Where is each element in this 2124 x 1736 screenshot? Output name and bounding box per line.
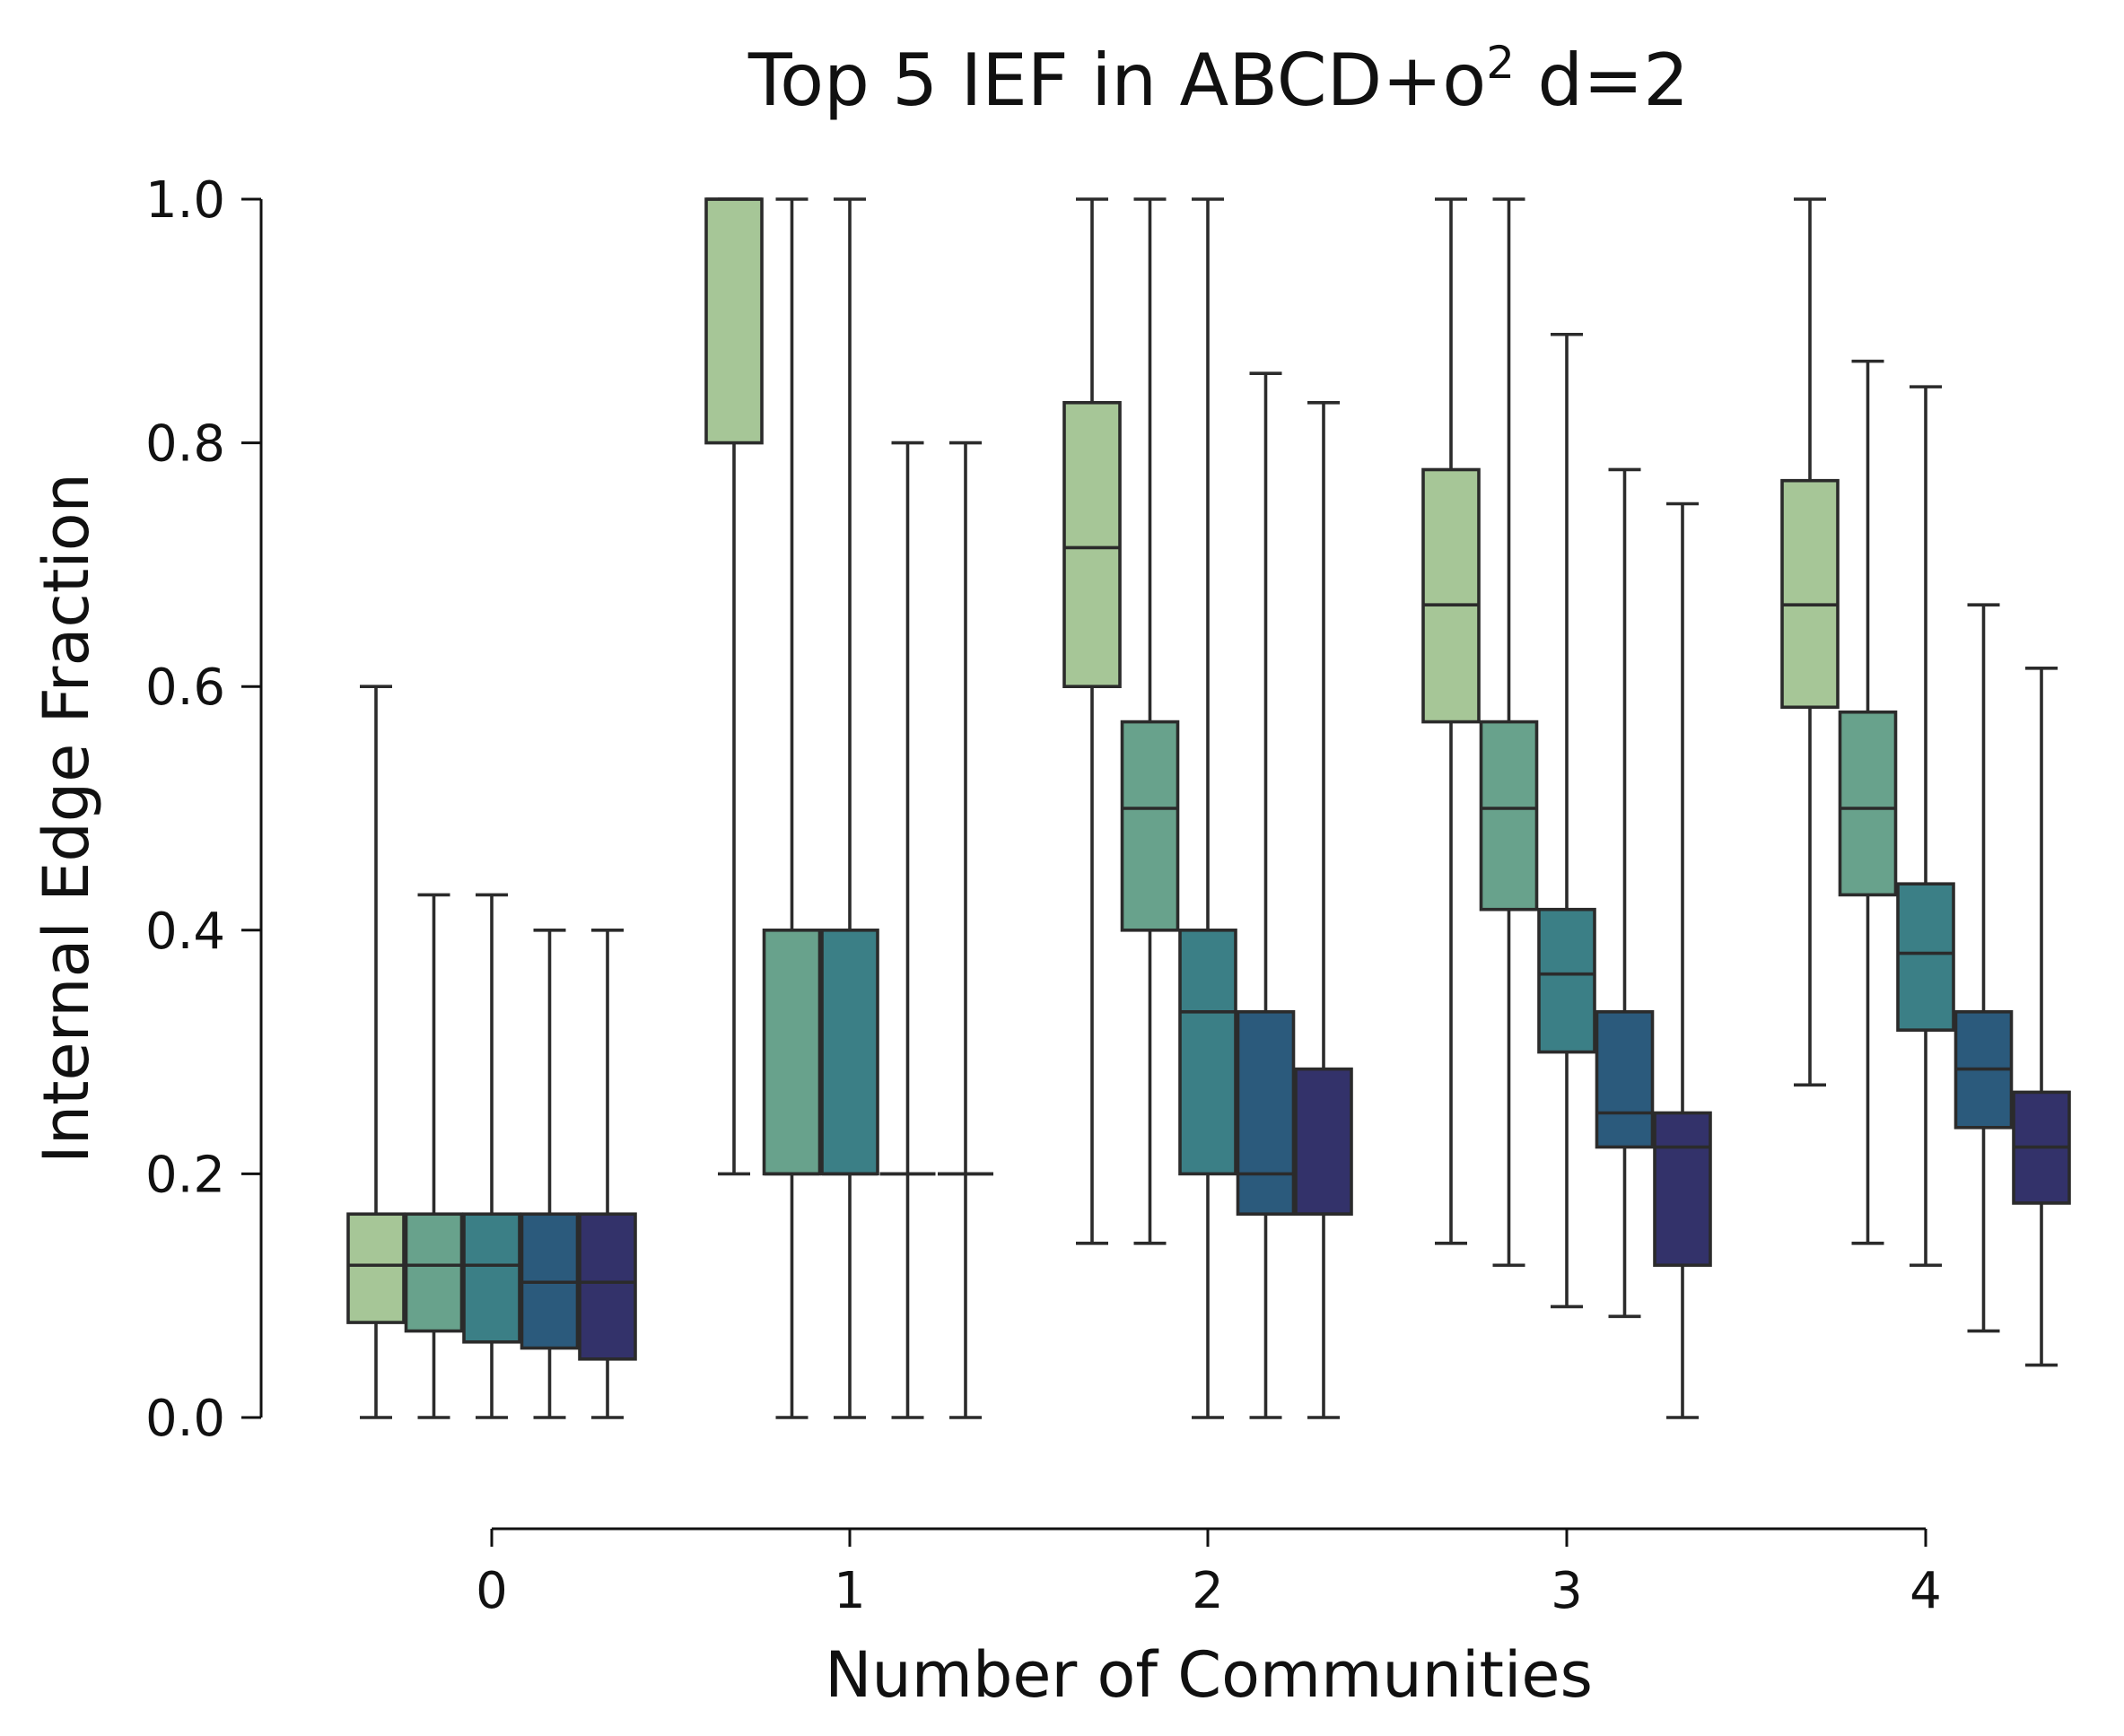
box-plot-item	[1421, 197, 1481, 1245]
iqr-box	[1780, 478, 1840, 710]
iqr-box	[1120, 720, 1180, 932]
box-plot-item	[704, 197, 764, 1176]
box-plot-item	[820, 197, 879, 1419]
chart-title-suffix: d=2	[1515, 39, 1689, 122]
box-group-1	[704, 197, 993, 1419]
y-tick-label: 0.8	[145, 415, 225, 474]
box-plot-item	[762, 197, 822, 1419]
iqr-box	[1479, 720, 1539, 912]
y-tick-label: 0.2	[145, 1146, 225, 1204]
iqr-box	[462, 1212, 521, 1344]
chart-title-main: Top 5 IEF in ABCD+o	[747, 39, 1486, 122]
y-tick-label: 0.0	[145, 1390, 225, 1448]
box-group-3	[1421, 197, 1712, 1419]
x-tick-label: 1	[834, 1562, 866, 1620]
x-axis-label: Number of Communities	[825, 1638, 1593, 1712]
box-plot-item	[1653, 502, 1712, 1419]
x-axis: 0 1 2 3 4	[476, 1527, 1942, 1620]
iqr-box	[1294, 1067, 1353, 1217]
iqr-box	[578, 1212, 637, 1361]
box-plot-item	[1120, 197, 1180, 1245]
x-tick-label: 4	[1910, 1562, 1942, 1620]
box-plot-item	[1178, 197, 1237, 1419]
box-plot-item	[462, 893, 521, 1419]
iqr-box	[762, 929, 822, 1176]
iqr-box	[1062, 400, 1122, 689]
box-groups	[346, 197, 2071, 1419]
chart-title: Top 5 IEF in ABCD+o2 d=2	[747, 37, 1689, 122]
box-plot-item	[578, 929, 637, 1419]
box-plot-item	[346, 685, 406, 1419]
box-plot-item	[938, 441, 993, 1419]
x-tick-label: 2	[1192, 1562, 1224, 1620]
box-group-2	[1062, 197, 1353, 1419]
iqr-box	[704, 197, 764, 445]
iqr-box	[1421, 467, 1481, 724]
iqr-box	[1653, 1111, 1712, 1268]
box-plot-item	[404, 893, 464, 1419]
iqr-box	[1537, 907, 1596, 1054]
y-tick-label: 0.6	[145, 659, 225, 717]
box-plot-item	[1294, 400, 1353, 1419]
iqr-box	[820, 929, 879, 1176]
box-plot-item	[879, 441, 936, 1419]
iqr-box	[1236, 1009, 1296, 1217]
box-plot-item	[1537, 332, 1596, 1309]
y-axis: 0.0 0.2 0.4 0.6 0.8 1.0	[145, 171, 263, 1448]
box-plot-item	[1896, 385, 1955, 1268]
iqr-box	[1178, 929, 1237, 1176]
x-tick-label: 0	[476, 1562, 508, 1620]
box-group-4	[1780, 197, 2071, 1367]
box-plot-item	[1062, 197, 1122, 1245]
box-plot-item	[1838, 359, 1898, 1245]
box-plot-item	[2012, 667, 2071, 1367]
box-plot-item	[520, 929, 580, 1419]
iqr-box	[1896, 882, 1955, 1032]
box-group-0	[346, 685, 637, 1419]
box-plot-item	[1780, 197, 1840, 1087]
box-plot-item	[1479, 197, 1539, 1268]
y-axis-label: Internal Edge Fraction	[30, 473, 103, 1164]
iqr-box	[404, 1212, 464, 1333]
y-tick-label: 0.4	[145, 903, 225, 961]
box-plot-item	[1595, 467, 1655, 1319]
iqr-box	[346, 1212, 406, 1324]
iqr-box	[1595, 1009, 1655, 1149]
y-tick-label: 1.0	[145, 171, 225, 230]
chart-title-superscript: 2	[1486, 37, 1515, 89]
x-tick-label: 3	[1551, 1562, 1583, 1620]
box-plot-item	[1236, 371, 1296, 1419]
box-plot-item	[1954, 603, 2014, 1333]
iqr-box	[1838, 710, 1898, 897]
